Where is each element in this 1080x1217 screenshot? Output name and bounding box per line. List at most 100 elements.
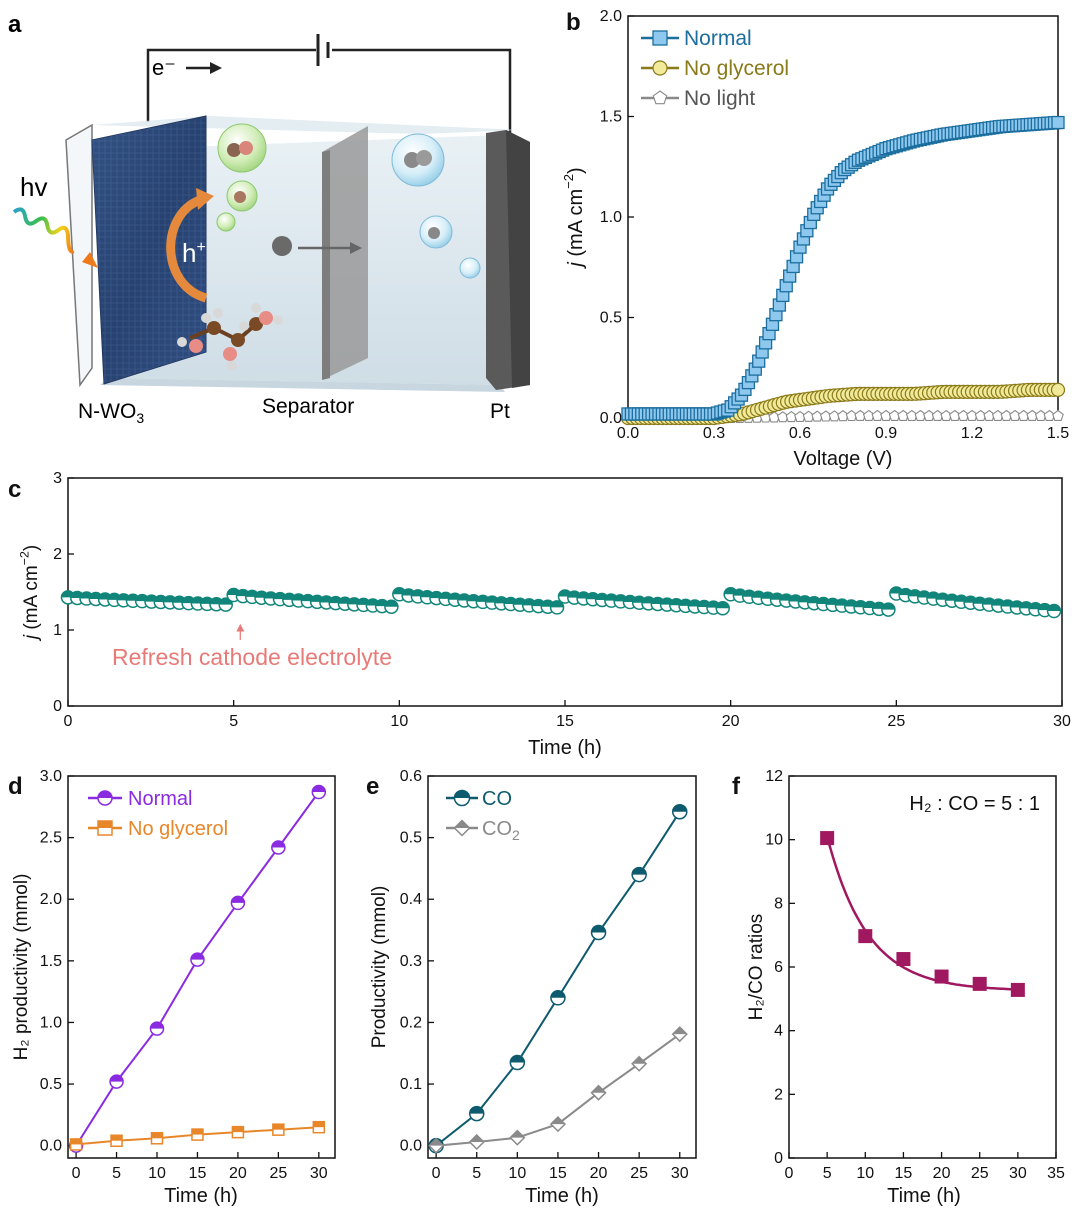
series-normal (621, 115, 1065, 421)
panel-letter-a: a (8, 11, 22, 38)
y-tick-label: 0.5 (600, 310, 622, 327)
bubble-co-small (216, 212, 236, 232)
x-tick-label: 30 (1053, 713, 1071, 730)
y-tick-label: 2.5 (40, 830, 62, 847)
fit-curve (825, 836, 1018, 991)
cathode-label: Pt (490, 400, 510, 423)
data-point-fill (271, 840, 285, 848)
hole-label: h+ (182, 238, 206, 268)
x-tick-label: 1.5 (1047, 425, 1069, 442)
bubble-h2-atom (404, 152, 420, 168)
data-point-fill (550, 990, 565, 998)
series-normal (68, 784, 327, 1153)
y-tick-label: 0.2 (400, 1014, 422, 1031)
separator-face (322, 150, 330, 380)
y-tick-label: 3 (53, 470, 62, 487)
light-label: hv (20, 172, 47, 202)
x-axis-label: Voltage (V) (794, 448, 893, 470)
data-point-fill (151, 1132, 163, 1139)
legend-marker (652, 60, 668, 76)
legend-marker-fill (98, 821, 112, 828)
y-tick-label: 1.5 (600, 109, 622, 126)
y-tick-label: 0.4 (400, 891, 422, 908)
x-axis-label: Time (h) (528, 737, 602, 759)
data-point-fill (469, 1106, 484, 1114)
x-tick-label: 30 (310, 1165, 328, 1182)
x-tick-label: 30 (1009, 1165, 1027, 1182)
legend-marker-fill (454, 820, 470, 828)
x-tick-label: 10 (148, 1165, 166, 1182)
x-tick-label: 15 (189, 1165, 207, 1182)
plot-frame (67, 775, 336, 1159)
data-point-fill (272, 1124, 284, 1130)
data-point (1051, 115, 1065, 130)
bubble-co-atom (227, 143, 241, 157)
x-tick-label: 20 (722, 713, 740, 730)
x-tick-label: 15 (556, 713, 574, 730)
x-tick-label: 0.0 (617, 425, 639, 442)
legend-marker-fill (98, 791, 112, 798)
electron-label: e⁻ (152, 55, 176, 80)
y-tick-label: 2 (53, 546, 62, 563)
ratio-annotation: H₂ : CO = 5 : 1 (909, 793, 1040, 815)
legend-label: No glycerol (684, 57, 789, 80)
y-axis-label: j (mA cm−2) (17, 545, 42, 642)
glass-frame (65, 123, 93, 388)
cathode-face (506, 130, 530, 388)
data-point-fill (190, 953, 204, 960)
data-point-fill (191, 1129, 203, 1135)
panel-e-carbon-productivity-chart: e 0 5 10 15 20 25 30 0.0 0.1 0.2 0.3 0.4 0.5 0.6 Time (… (366, 768, 697, 1207)
photoanode-shade (92, 116, 206, 384)
x-tick-label: 25 (269, 1165, 287, 1182)
x-tick-label: 0 (64, 713, 73, 730)
x-tick-label: 5 (112, 1165, 121, 1182)
x-tick-label: 25 (630, 1165, 648, 1182)
panel-a-schematic: a e⁻ hv h+ (8, 11, 530, 426)
anode-label: N-WO3 (78, 400, 144, 426)
panel-d-h2-productivity-chart: d 0 5 10 15 20 25 30 0.0 0.5 1.0 1.5 2.0 2.5 3.0 Time (… (8, 768, 336, 1207)
data-point-fill (591, 925, 606, 933)
separator (322, 126, 368, 380)
data-point-fill (429, 1138, 444, 1146)
data-point-fill (1047, 604, 1061, 612)
y-tick-label: 1.5 (40, 953, 62, 970)
data-point (1010, 982, 1025, 997)
series-co (428, 803, 688, 1154)
series-no-glycerol (69, 1120, 326, 1151)
x-tick-label: 15 (549, 1165, 567, 1182)
panel-letter: f (732, 773, 741, 800)
y-tick-label: 12 (765, 768, 783, 785)
x-tick-label: 0 (785, 1165, 794, 1182)
y-tick-label: 1 (53, 622, 62, 639)
y-tick-label: 0.6 (400, 768, 422, 785)
legend-label-sub: 2 (512, 827, 520, 843)
segment (226, 587, 399, 614)
y-tick-label: 0 (774, 1150, 783, 1167)
x-tick-label: 20 (590, 1165, 608, 1182)
segment (889, 586, 1062, 619)
x-tick-label: 10 (390, 713, 408, 730)
bubble-h2-medium-atom (428, 227, 440, 239)
y-tick-label: 1.0 (40, 1014, 62, 1031)
x-tick-label: 5 (472, 1165, 481, 1182)
proton-arrow-head (350, 242, 362, 254)
x-axis-label: Time (h) (525, 1185, 599, 1207)
y-tick-label: 2 (774, 1086, 783, 1103)
panel-c-stability-chart: c 0 5 10 15 20 25 30 0 1 2 3 Time (h) j (mA cm−2) Refr… (8, 470, 1071, 759)
panel-f-ratio-chart: f 0 5 10 15 20 25 30 35 0 2 4 6 8 10 12 Time (h) H₂/CO ra… (732, 768, 1065, 1207)
y-tick-label: 0.5 (40, 1076, 62, 1093)
legend-label-main: CO (482, 788, 512, 810)
data-point-fill (110, 1075, 124, 1082)
data-point-fill (632, 1056, 647, 1064)
data-point-fill (591, 1085, 606, 1093)
data-point-fill (672, 1027, 687, 1035)
data-point-fill (111, 1135, 123, 1141)
x-tick-label: 25 (971, 1165, 989, 1182)
bubble-h2-atom-2 (416, 150, 432, 166)
x-axis-label: Time (h) (164, 1185, 238, 1207)
data-point-fill (231, 896, 245, 903)
cell-floor (100, 378, 505, 392)
legend-marker-fill (454, 790, 470, 798)
y-tick-label: 10 (765, 832, 783, 849)
